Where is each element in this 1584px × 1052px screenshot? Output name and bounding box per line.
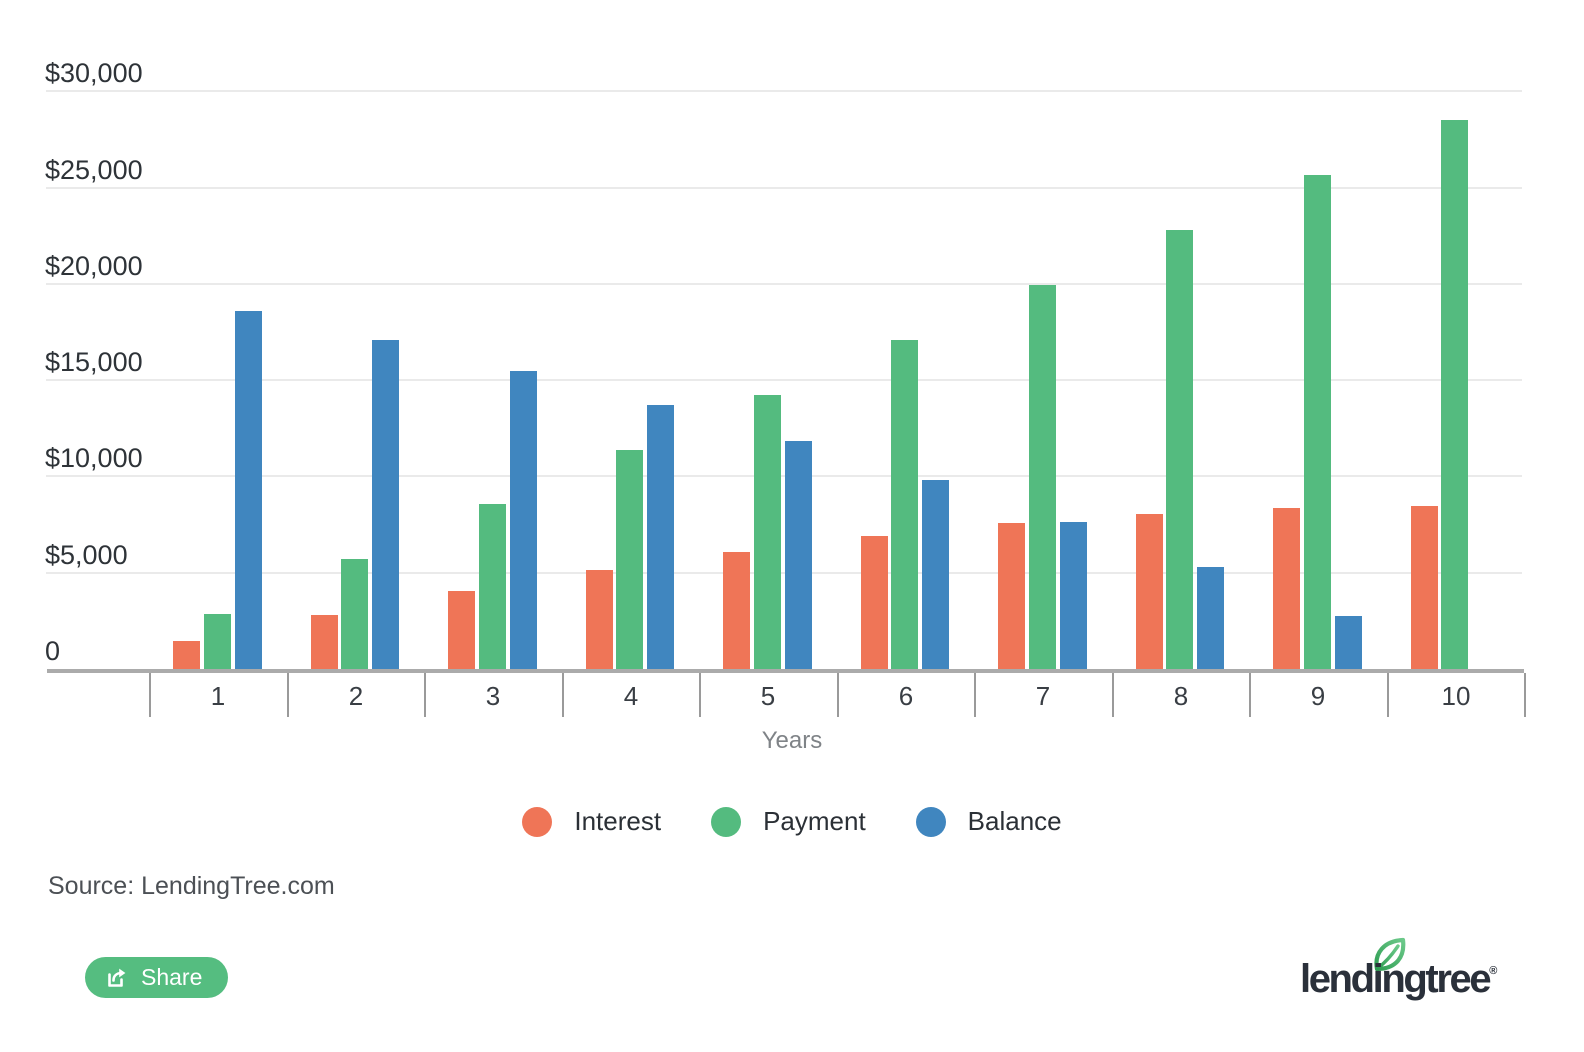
x-axis-tick <box>1249 673 1251 717</box>
bar-interest <box>861 536 888 669</box>
grid-line <box>46 475 1522 478</box>
share-button[interactable]: Share <box>85 957 229 998</box>
x-axis-label: 8 <box>1173 681 1189 711</box>
x-axis-tick <box>424 673 426 717</box>
bar-balance <box>647 405 674 669</box>
x-axis-tick <box>562 673 564 717</box>
bar-balance <box>1335 616 1362 669</box>
bar-interest <box>998 523 1025 669</box>
registered-mark: ® <box>1489 965 1498 977</box>
bar-balance <box>235 311 262 669</box>
x-axis-label: 1 <box>210 681 226 711</box>
grid-line <box>46 282 1522 285</box>
legend-dot-payment <box>711 806 742 837</box>
bar-balance <box>510 371 537 669</box>
legend-dot-interest <box>522 806 553 837</box>
bar-payment <box>754 395 781 669</box>
legend-item-interest[interactable]: Interest <box>522 806 661 837</box>
bar-interest <box>448 591 475 669</box>
x-axis-tick <box>287 673 289 717</box>
bar-balance <box>922 480 949 669</box>
bar-interest <box>1273 508 1300 669</box>
x-axis-label: 4 <box>623 681 639 711</box>
grid-line <box>46 571 1522 574</box>
x-axis-label: 9 <box>1310 681 1326 711</box>
x-axis-label: 10 <box>1441 681 1471 711</box>
x-axis-label: 7 <box>1035 681 1051 711</box>
legend-dot-balance <box>915 806 946 837</box>
logo-wordmark: lendingtree® <box>1300 957 1498 1001</box>
x-axis-title: Years <box>761 727 823 754</box>
bar-payment <box>1029 285 1056 669</box>
bar-interest <box>311 615 338 669</box>
x-axis-tick <box>974 673 976 717</box>
bar-balance <box>1060 522 1087 669</box>
legend-label-balance: Balance <box>967 806 1062 836</box>
bar-payment <box>616 450 643 669</box>
legend-item-payment[interactable]: Payment <box>711 806 866 837</box>
bar-balance <box>1197 567 1224 669</box>
bar-balance <box>372 340 399 669</box>
legend: Interest Payment Balance <box>0 806 1584 837</box>
bar-interest <box>723 552 750 669</box>
bar-interest <box>1411 506 1438 669</box>
x-axis-label: 2 <box>348 681 364 711</box>
bar-payment <box>341 559 368 669</box>
y-axis-label: 0 <box>45 636 61 666</box>
grid-line <box>46 186 1522 189</box>
bar-payment <box>479 504 506 669</box>
x-axis-label: 6 <box>898 681 914 711</box>
y-axis-label: $20,000 <box>45 250 143 281</box>
x-axis-label: 3 <box>485 681 501 711</box>
x-axis-label: 5 <box>760 681 776 711</box>
bar-interest <box>1136 514 1163 669</box>
y-axis-label: $25,000 <box>45 154 143 185</box>
share-button-label: Share <box>141 964 203 990</box>
bar-payment <box>204 614 231 669</box>
x-axis-tick <box>1524 673 1526 717</box>
leaf-icon <box>1372 937 1406 978</box>
y-axis-label: $10,000 <box>45 443 143 474</box>
lendingtree-logo: lendingtree® <box>1290 930 1530 1020</box>
legend-item-balance[interactable]: Balance <box>915 806 1062 837</box>
legend-label-payment: Payment <box>763 806 866 836</box>
x-axis-tick <box>699 673 701 717</box>
bar-balance <box>785 441 812 669</box>
bar-payment <box>1166 230 1193 669</box>
x-axis-line <box>47 669 1524 673</box>
x-axis-tick <box>1112 673 1114 717</box>
bar-payment <box>1441 120 1468 669</box>
bar-payment <box>891 340 918 669</box>
x-axis-tick <box>837 673 839 717</box>
bar-interest <box>173 641 200 669</box>
grid-line <box>46 90 1522 93</box>
bar-interest <box>586 570 613 669</box>
x-axis-tick <box>1387 673 1389 717</box>
y-axis-label: $15,000 <box>45 347 143 378</box>
y-axis-label: $5,000 <box>45 539 128 570</box>
y-axis-label: $30,000 <box>45 58 143 89</box>
legend-label-interest: Interest <box>574 806 662 836</box>
grid-line <box>46 379 1522 382</box>
share-icon <box>105 966 129 990</box>
x-axis-tick <box>149 673 151 717</box>
bar-payment <box>1304 175 1331 669</box>
source-attribution: Source: LendingTree.com <box>48 872 335 900</box>
